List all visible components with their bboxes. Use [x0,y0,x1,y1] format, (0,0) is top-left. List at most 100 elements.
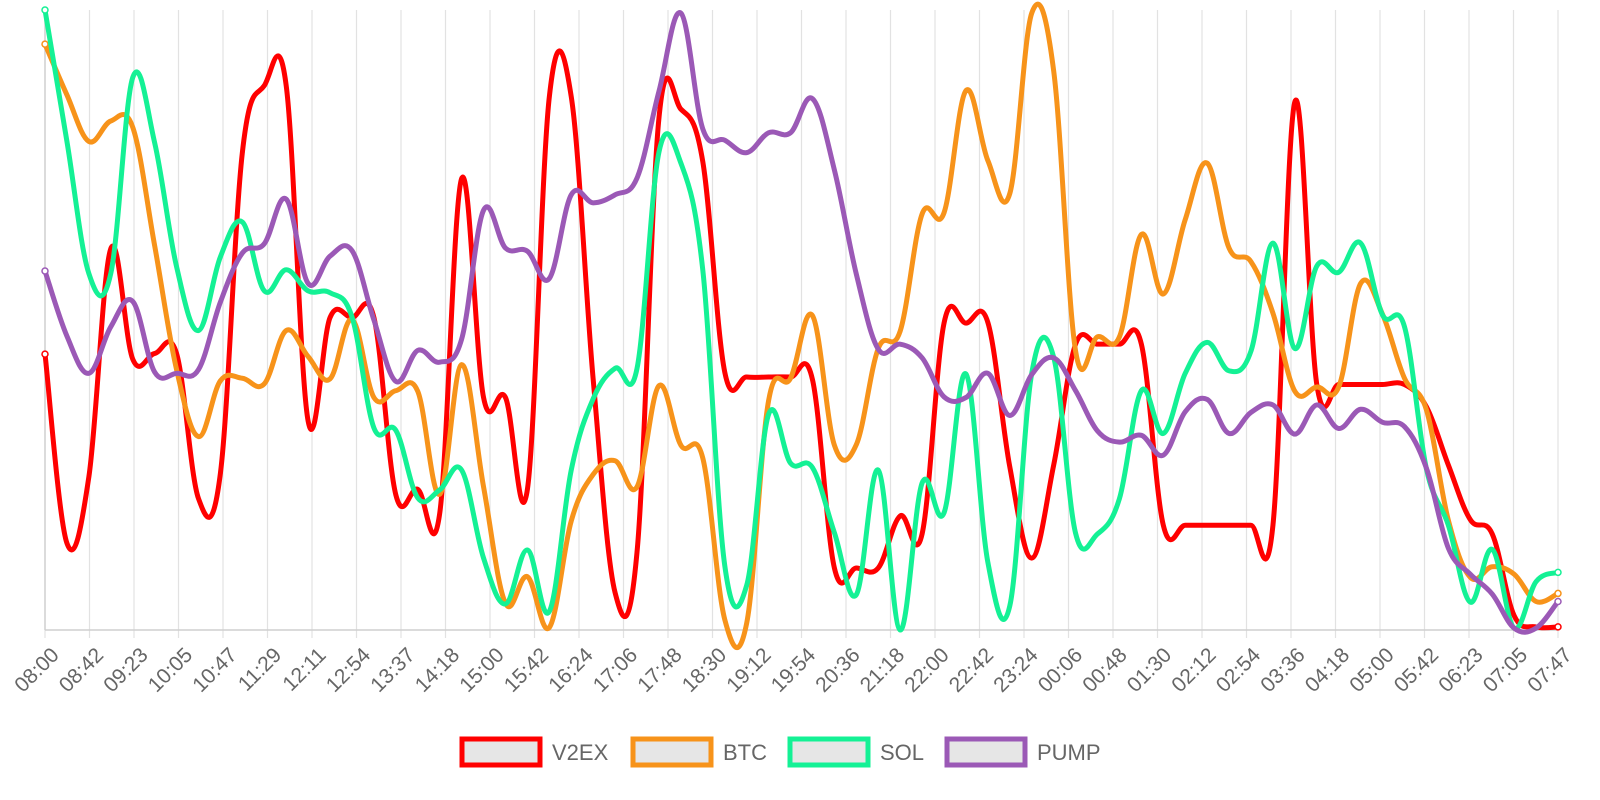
legend: V2EX BTC SOL PUMP [459,736,1101,768]
legend-item-btc[interactable]: BTC [630,736,767,768]
data-point [415,495,420,501]
data-point [985,560,991,565]
data-point [810,313,815,318]
data-point [1270,402,1276,408]
data-point [1073,388,1078,393]
data-point [700,268,706,273]
data-point [569,518,574,524]
data-point [656,89,662,94]
data-point [1029,10,1034,16]
data-point [1183,523,1188,528]
data-point [437,511,442,516]
data-point [1380,382,1385,387]
data-point [1533,579,1539,584]
data-point [854,442,859,447]
x-tick-label: 16:24 [544,643,598,697]
data-point [503,601,508,607]
data-point [569,192,574,197]
legend-item-v2ex[interactable]: V2EX [459,736,609,768]
data-point [130,124,135,130]
data-point [876,346,881,352]
x-tick-label: 22:42 [945,643,998,696]
legend-item-sol[interactable]: SOL [787,736,924,768]
data-point [854,565,859,571]
data-point [393,388,399,393]
data-point [196,328,201,333]
data-point [1226,523,1232,528]
data-point [1248,259,1254,264]
data-point [722,563,727,568]
x-tick-label: 13:37 [366,643,419,696]
data-point [941,210,947,215]
data-point [1051,68,1056,73]
data-point [590,377,596,382]
data-point [503,245,508,251]
data-point [1095,428,1100,434]
data-point [41,267,49,275]
data-point [744,620,749,626]
data-point [284,196,289,202]
data-point [1292,431,1298,437]
data-point [64,92,70,98]
data-point [1117,334,1122,339]
data-point [64,333,70,339]
data-point [262,381,267,387]
data-point [305,354,311,359]
data-point [64,541,70,546]
x-tick-label: 22:00 [900,643,953,696]
data-point [722,617,727,622]
data-point [1270,310,1276,316]
x-tick-label: 05:42 [1390,643,1443,696]
x-tick-label: 03:36 [1256,643,1309,696]
data-point [415,389,420,394]
data-point [41,6,49,14]
data-point [86,474,92,480]
data-point [459,362,464,367]
x-tick-label: 20:36 [811,643,864,696]
series-line-sol[interactable] [42,7,1561,633]
data-point [985,320,991,325]
data-point [590,396,596,401]
data-point [1204,160,1210,166]
data-point [1007,191,1013,196]
data-point [437,487,442,493]
x-tick-label: 12:54 [322,643,376,697]
data-point [41,40,49,48]
data-point [1336,384,1341,390]
legend-item-pump[interactable]: PUMP [944,736,1101,768]
series-lines [41,1,1562,650]
data-point [547,276,552,281]
data-point [678,10,684,16]
data-point [1007,413,1013,418]
data-point [503,395,508,400]
data-point [1226,368,1232,374]
data-point [963,88,969,93]
data-point [1183,217,1188,222]
data-point [876,467,881,473]
x-axis: 08:0008:4209:2310:0510:4711:2912:1112:54… [10,629,1577,697]
data-point [86,271,92,276]
series-line-btc[interactable] [42,1,1561,650]
data-point [1139,388,1144,393]
x-tick-label: 10:05 [144,643,197,696]
data-point [1468,517,1473,522]
data-point [1161,291,1166,297]
data-point [1314,263,1320,269]
data-point [1358,281,1363,286]
legend-label: BTC [723,740,767,765]
data-point [1183,409,1188,414]
series-line-pump[interactable] [42,10,1561,635]
data-point [1007,464,1013,470]
data-point [108,118,113,124]
legend-swatch [459,736,543,768]
data-point [130,299,135,304]
data-point [744,374,749,380]
data-point [415,348,420,353]
data-point [1336,270,1341,275]
data-point [86,371,92,376]
x-tick-label: 02:12 [1167,643,1220,696]
data-point [240,376,245,381]
data-point [1095,334,1100,339]
x-tick-label: 06:23 [1434,643,1487,696]
data-point [985,158,991,163]
